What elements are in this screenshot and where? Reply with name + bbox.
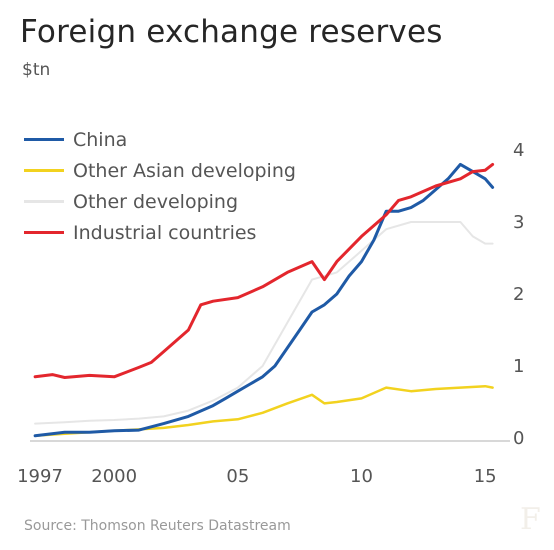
series-line-china	[33, 162, 495, 438]
legend-item-other-developing: Other developing	[24, 186, 296, 217]
legend-swatch-other-asian	[24, 169, 64, 172]
x-tick-label: 05	[226, 466, 249, 487]
legend: China Other Asian developing Other devel…	[24, 124, 296, 248]
y-tick-label: 4	[513, 140, 524, 161]
x-tick-label: 2000	[91, 466, 137, 487]
legend-swatch-other-developing	[24, 200, 64, 203]
x-tick-label: 1997	[17, 466, 63, 487]
series-line-other-developing	[34, 221, 494, 425]
legend-item-industrial: Industrial countries	[24, 217, 296, 248]
legend-item-other-asian: Other Asian developing	[24, 155, 296, 186]
y-tick-label: 3	[513, 212, 524, 233]
legend-item-china: China	[24, 124, 296, 155]
brand-mark: F	[520, 502, 541, 537]
series-line-industrial-countries	[33, 162, 495, 379]
unit-label: $tn	[22, 60, 51, 80]
series-line-other-asian-developing	[33, 384, 494, 438]
source-note: Source: Thomson Reuters Datastream	[24, 518, 291, 534]
legend-label: Industrial countries	[73, 221, 257, 244]
legend-label: China	[73, 128, 128, 151]
legend-swatch-china	[24, 138, 64, 141]
x-tick-label: 15	[474, 466, 497, 487]
y-tick-label: 2	[513, 284, 524, 305]
y-tick-label: 1	[513, 356, 524, 377]
chart-title: Foreign exchange reserves	[20, 14, 443, 50]
legend-swatch-industrial	[24, 231, 64, 234]
legend-label: Other Asian developing	[73, 159, 296, 182]
legend-label: Other developing	[73, 190, 239, 213]
y-tick-label: 0	[513, 428, 524, 449]
x-tick-label: 10	[350, 466, 373, 487]
